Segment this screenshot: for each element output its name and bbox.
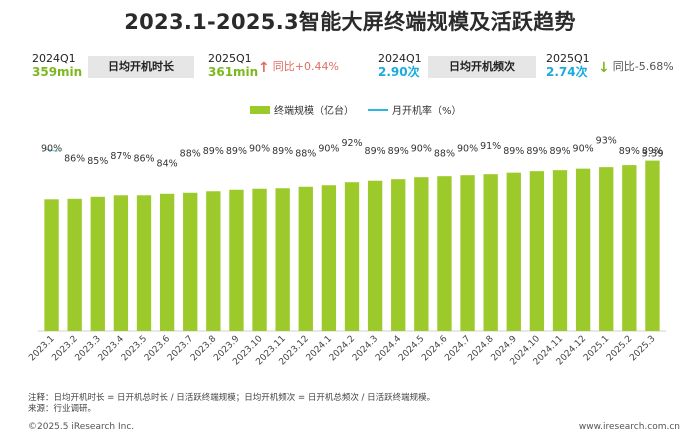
- line-point-label: 90%: [411, 143, 432, 154]
- footer-note: 注释：日均开机时长 = 日开机总时长 / 日活跃终端规模；日均开机频次 = 日开…: [28, 393, 436, 403]
- legend-line-swatch: [368, 109, 388, 111]
- kpi-frequency-prev: 2024Q1 2.90次: [378, 52, 422, 79]
- bar: [136, 195, 152, 331]
- kpi-frequency-curr-period: 2025Q1: [546, 52, 590, 65]
- kpi-frequency-change-text: 同比-5.68%: [612, 60, 674, 73]
- bar: [529, 171, 545, 331]
- bar: [90, 196, 105, 331]
- line-point-label: 84%: [157, 159, 178, 170]
- line-point-label: 93%: [596, 136, 617, 147]
- arrow-up-icon: ↑: [258, 60, 270, 76]
- bar: [229, 189, 244, 331]
- footer-source: 来源：行业调研。: [28, 404, 97, 414]
- line-point-label: 89%: [365, 146, 386, 157]
- line-point-label: 90%: [573, 143, 594, 154]
- chart-legend: 终端规模（亿台） 月开机率（%）: [0, 102, 700, 118]
- bar: [275, 188, 290, 331]
- kpi-frequency-label: 日均开机频次: [428, 56, 536, 78]
- line-point-label: 90%: [318, 143, 339, 154]
- line-point-label: 89%: [619, 146, 640, 157]
- line-point-label: 89%: [503, 146, 524, 157]
- legend-bar-swatch: [250, 106, 270, 114]
- bar: [321, 185, 337, 331]
- legend-item-bar: 终端规模（亿台）: [250, 102, 354, 117]
- line-point-label: 90%: [249, 143, 270, 154]
- line-series-segment: [45, 148, 58, 152]
- kpi-duration-curr-value: 361min: [208, 65, 259, 79]
- bar: [506, 172, 521, 331]
- bar: [206, 191, 221, 331]
- line-point-label: 90%: [457, 143, 478, 154]
- copyright: ©2025.5 iResearch Inc.: [28, 422, 135, 432]
- line-point-label: 87%: [110, 151, 131, 162]
- kpi-frequency-curr: 2025Q1 2.74次: [546, 52, 590, 79]
- kpi-frequency-change: ↓ 同比-5.68%: [598, 60, 674, 75]
- kpi-duration-prev: 2024Q1 359min: [32, 52, 82, 79]
- bar: [252, 188, 267, 331]
- site-url: www.iresearch.com.cn: [578, 422, 680, 432]
- bar: [44, 199, 59, 331]
- bar: [575, 168, 591, 331]
- legend-bar-label: 终端规模（亿台）: [274, 106, 354, 117]
- line-point-label: 89%: [272, 146, 293, 157]
- chart-title: 2023.1-2025.3智能大屏终端规模及活跃趋势: [124, 10, 576, 34]
- kpi-duration-curr-period: 2025Q1: [208, 52, 252, 65]
- line-point-label: 88%: [295, 148, 316, 159]
- line-point-label: 88%: [434, 148, 455, 159]
- bar: [414, 177, 429, 331]
- line-point-label: 89%: [226, 146, 247, 157]
- line-point-label: 85%: [87, 156, 108, 167]
- line-point-label: 89%: [388, 146, 409, 157]
- kpi-duration-prev-period: 2024Q1: [32, 52, 76, 65]
- line-point-label: 92%: [341, 138, 362, 149]
- line-point-label: 89%: [203, 146, 224, 157]
- bar: [437, 176, 452, 331]
- kpi-row: 2024Q1 359min 日均开机时长 2025Q1 361min ↑ 同比+0…: [0, 48, 700, 88]
- legend-item-line: 月开机率（%）: [368, 102, 462, 117]
- bar: [599, 167, 614, 331]
- line-point-label: 91%: [480, 141, 501, 152]
- legend-line-label: 月开机率（%）: [392, 106, 462, 117]
- kpi-duration-label: 日均开机时长: [88, 56, 194, 78]
- bar: [622, 165, 637, 331]
- bar: [460, 175, 475, 331]
- line-point-label: 89%: [526, 146, 547, 157]
- arrow-down-icon: ↓: [598, 60, 610, 76]
- bar: [159, 193, 175, 331]
- bar: [552, 170, 568, 331]
- line-point-label: 90%: [41, 143, 62, 154]
- line-point-label: 89%: [642, 146, 663, 157]
- bar: [183, 192, 198, 331]
- line-point-label: 86%: [64, 154, 85, 165]
- kpi-frequency-prev-period: 2024Q1: [378, 52, 422, 65]
- bar: [391, 179, 406, 331]
- kpi-duration-change: ↑ 同比+0.44%: [258, 60, 339, 75]
- line-point-label: 88%: [180, 148, 201, 159]
- line-point-label: 86%: [133, 154, 154, 165]
- bar-value-label: 3.39: [641, 149, 663, 160]
- kpi-frequency-prev-value: 2.90次: [378, 65, 420, 79]
- bar: [113, 195, 129, 331]
- x-tick-label: 2025.3: [628, 334, 657, 363]
- bar: [645, 160, 660, 331]
- kpi-frequency-curr-value: 2.74次: [546, 65, 588, 79]
- line-point-label: 89%: [549, 146, 570, 157]
- kpi-duration-prev-value: 359min: [32, 65, 83, 79]
- bar: [67, 198, 82, 331]
- bar: [344, 182, 360, 331]
- kpi-duration-curr: 2025Q1 361min: [208, 52, 258, 79]
- kpi-duration-change-text: 同比+0.44%: [272, 60, 339, 73]
- bar: [298, 186, 313, 331]
- bar: [483, 174, 498, 331]
- bar: [367, 180, 383, 331]
